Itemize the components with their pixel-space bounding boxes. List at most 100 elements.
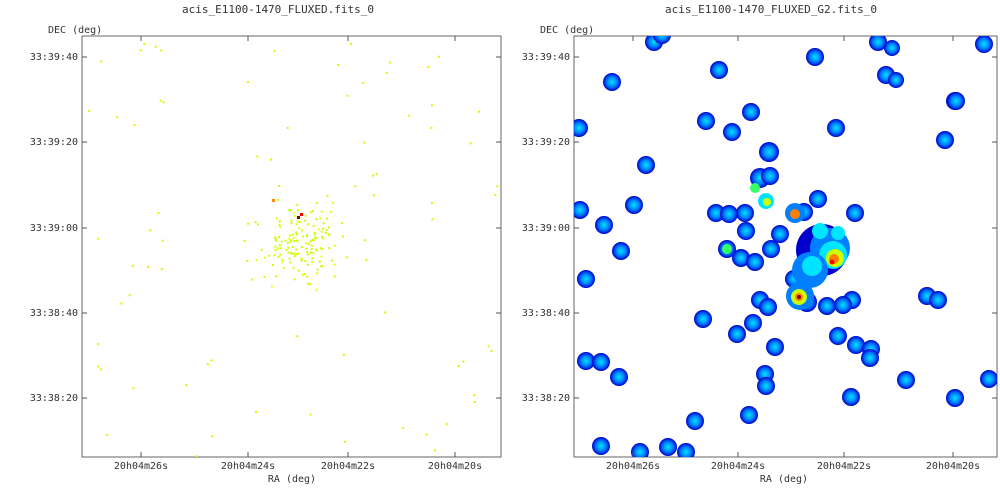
event-pixel: [308, 243, 311, 246]
event-pixel: [100, 60, 103, 63]
x-tick-label: 20h04m24s: [221, 461, 275, 472]
source-blob: [744, 314, 762, 332]
event-pixel: [291, 233, 294, 236]
event-pixel: [309, 413, 312, 416]
event-pixel: [210, 435, 213, 438]
cluster-emission: [750, 183, 760, 193]
event-pixel: [295, 223, 298, 226]
event-pixel: [315, 218, 318, 220]
event-pixel: [288, 234, 291, 237]
event-pixel: [307, 253, 309, 256]
event-pixel-bright: [300, 213, 303, 216]
event-pixel: [120, 302, 123, 305]
source-blob: [659, 438, 677, 456]
event-pixel: [309, 251, 312, 254]
source-blob: [936, 131, 954, 149]
source-blob: [771, 225, 789, 243]
event-pixel: [290, 239, 293, 242]
event-pixel: [306, 250, 308, 253]
event-pixel: [277, 198, 280, 201]
event-pixel: [298, 227, 301, 230]
event-pixel: [270, 285, 273, 288]
source-blob: [592, 437, 610, 455]
left-panel: acis_E1100-1470_FLUXED.fits_0 DEC (deg) …: [30, 3, 502, 485]
left-image: [88, 42, 499, 457]
event-pixel: [311, 261, 313, 263]
y-tick-label: 33:38:40: [30, 308, 78, 319]
event-pixel: [162, 101, 165, 104]
source-blob: [834, 296, 852, 314]
event-pixel: [288, 237, 291, 240]
event-pixel: [363, 141, 366, 144]
event-pixel: [389, 61, 391, 64]
source-blob: [842, 388, 860, 406]
event-pixel: [280, 240, 283, 243]
source-blob: [847, 336, 865, 354]
event-pixel: [288, 257, 291, 260]
source-blob: [728, 325, 746, 343]
event-pixel: [307, 282, 310, 285]
event-pixel: [312, 225, 315, 227]
source-blob: [884, 40, 900, 56]
event-pixel: [292, 252, 295, 255]
cluster-emission: [790, 209, 800, 219]
right-ticks: 20h04m26s 20h04m24s 20h04m22s 20h04m20s 33:3…: [522, 36, 997, 472]
event-pixel: [159, 99, 162, 102]
event-pixel: [320, 230, 323, 233]
source-blob: [762, 240, 780, 258]
event-pixel: [270, 158, 272, 161]
event-pixel: [408, 114, 411, 117]
event-pixel: [97, 343, 100, 346]
left-plot-frame: [81, 35, 502, 458]
source-blob: [577, 270, 595, 288]
event-pixel: [312, 239, 315, 242]
y-tick-label: 33:39:40: [30, 52, 78, 63]
cluster-emission: [831, 226, 845, 240]
event-pixel: [275, 217, 278, 220]
source-blob: [806, 48, 824, 66]
source-blob: [861, 349, 879, 367]
source-blob: [697, 112, 715, 130]
x-tick-label: 20h04m26s: [114, 461, 168, 472]
event-pixel: [279, 247, 282, 250]
event-pixel: [325, 229, 328, 232]
event-pixel: [246, 259, 249, 262]
event-pixel: [316, 249, 319, 252]
event-pixel: [292, 237, 295, 240]
event-pixel: [274, 245, 277, 248]
event-pixel: [430, 202, 433, 204]
event-pixel: [324, 231, 327, 234]
event-pixel: [331, 201, 334, 204]
x-tick-label: 20h04m22s: [321, 461, 375, 472]
event-pixel: [293, 240, 296, 242]
event-pixel: [320, 210, 323, 213]
event-pixel: [473, 401, 476, 403]
source-blob: [637, 156, 655, 174]
event-pixel: [88, 109, 91, 112]
source-blob: [631, 443, 649, 457]
event-pixel-bright: [272, 199, 275, 202]
event-pixel: [206, 363, 209, 366]
event-pixel: [341, 235, 344, 238]
event-pixel: [304, 219, 307, 222]
event-pixel: [285, 249, 288, 252]
event-pixel: [310, 244, 313, 247]
event-pixel: [304, 260, 307, 262]
event-pixel: [331, 259, 334, 262]
event-pixel: [363, 239, 366, 242]
event-pixel: [274, 236, 276, 239]
event-pixel: [185, 383, 188, 386]
event-pixel: [373, 194, 375, 197]
source-blob: [592, 353, 610, 371]
event-pixel: [384, 311, 387, 314]
event-pixel: [301, 229, 304, 232]
event-pixel: [306, 263, 309, 266]
event-pixel: [290, 252, 293, 255]
event-pixel: [385, 71, 388, 74]
event-pixel: [302, 235, 305, 238]
event-pixel: [293, 211, 296, 214]
event-pixel: [313, 233, 316, 236]
event-pixel: [328, 226, 330, 229]
event-pixel: [260, 248, 263, 251]
y-tick-label: 33:38:20: [522, 393, 570, 404]
